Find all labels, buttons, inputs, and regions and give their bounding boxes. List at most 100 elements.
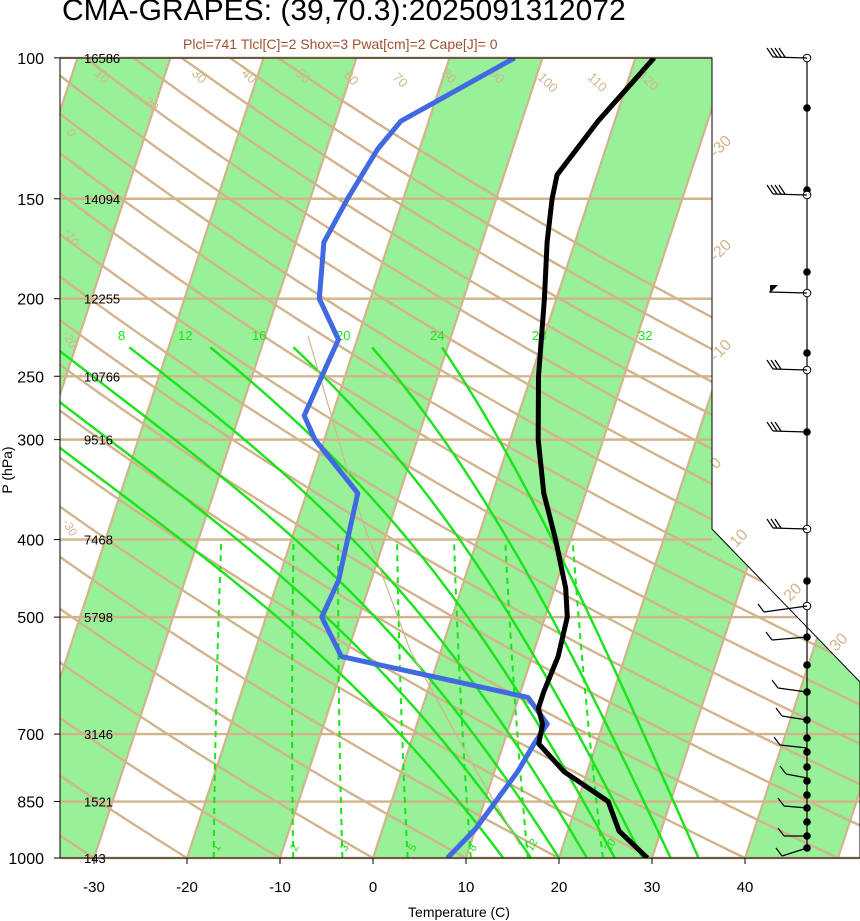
isotherm-line: [180, 58, 509, 858]
profiles: [301, 58, 656, 858]
pressure-tick-label: 250: [17, 369, 44, 386]
pressure-tick-label: 300: [17, 433, 44, 450]
moist-adiabat: [292, 346, 644, 858]
isotherm-label: 10: [727, 526, 752, 551]
dry-adiabat: [60, 58, 860, 858]
height-label: 14094: [84, 192, 120, 207]
temperature-tick-label: -30: [83, 879, 105, 896]
temperature-tick-label: -20: [176, 879, 198, 896]
mixing-ratio-label: 3: [338, 842, 351, 853]
dry-adiabat: [60, 58, 860, 858]
pressure-tick-label: 500: [17, 610, 44, 627]
mixing-ratio-label: 12: [524, 837, 541, 854]
dry-adiabat: [60, 58, 310, 858]
height-label: 10766: [84, 369, 120, 384]
x-axis-label: Temperature (C): [408, 904, 510, 920]
chart-title: CMA-GRAPES: (39,70.3):2025091312072: [62, 0, 626, 27]
dry-adiabat: [60, 58, 860, 858]
wind-barb-flag: [766, 421, 774, 432]
wind-barb: [768, 291, 808, 294]
wind-barb-flag: [775, 707, 783, 717]
chart-subtitle: Plcl=741 Tlcl[C]=2 Shox=3 Pwat[cm]=2 Cap…: [183, 36, 498, 52]
isotherm-line: [60, 58, 323, 858]
isotherm-line: [87, 58, 416, 858]
dry-adiabat: [60, 58, 860, 858]
wind-barb: [772, 368, 808, 371]
height-label: 1521: [84, 795, 113, 810]
wind-level-dot: [803, 661, 811, 669]
wind-barb: [781, 715, 808, 721]
dry-adiabat-label: 100: [535, 70, 561, 96]
height-label: 12255: [84, 292, 120, 307]
moist-adiabat: [128, 346, 588, 858]
height-label: 9516: [84, 433, 113, 448]
wind-barb-flag: [766, 359, 774, 370]
wind-barb: [781, 847, 808, 857]
isotherm-band: [739, 58, 860, 858]
wind-level-dot: [803, 104, 811, 112]
wind-barb-flag: [766, 47, 774, 58]
isotherm-label: -30: [707, 132, 735, 160]
wind-barb-flag: [765, 631, 773, 641]
wind-pennant: [770, 285, 778, 293]
wind-barb-flag: [774, 518, 782, 529]
wind-barb-flag: [774, 184, 782, 195]
mixing-ratio-label: 8: [466, 842, 479, 853]
wind-barb-flag: [771, 679, 779, 689]
dry-adiabat: [60, 58, 860, 858]
pressure-tick-label: 200: [17, 292, 44, 309]
pressure-tick-label: 400: [17, 533, 44, 550]
wind-barb: [777, 687, 808, 693]
height-label: 5798: [84, 610, 113, 625]
wind-barb: [785, 773, 808, 779]
isotherm-line: [60, 58, 230, 858]
dry-adiabat: [60, 58, 216, 858]
temperature-tick-label: 0: [369, 879, 377, 896]
dry-adiabat: [60, 58, 498, 858]
moist-adiabat: [441, 346, 700, 858]
mixing-ratio-label: 5: [406, 842, 419, 853]
wind-barb-flag: [777, 827, 785, 837]
temperature-tick-label: 40: [737, 879, 754, 896]
pressure-tick-label: 850: [17, 795, 44, 812]
wind-level-dot: [803, 268, 811, 276]
dry-adiabat-label: 70: [390, 70, 411, 91]
wind-barb-flag: [774, 359, 782, 370]
wind-barb-flag: [770, 47, 778, 58]
moist-adiabat-label: 24: [430, 328, 444, 343]
isotherm-label: -20: [707, 236, 735, 264]
temperature-tick-label: 10: [458, 879, 475, 896]
wind-barb-flag: [774, 47, 782, 58]
wind-barb-flag: [778, 184, 786, 195]
temperature-profile: [535, 58, 656, 858]
wind-barb: [772, 56, 808, 59]
temperature-tick-label: -10: [269, 879, 291, 896]
wind-level-dot: [803, 577, 811, 585]
pressure-tick-label: 150: [17, 192, 44, 209]
wind-barb-flag: [770, 359, 778, 370]
dry-adiabat: [60, 58, 860, 858]
moist-adiabat-label: 12: [178, 328, 192, 343]
height-label: 3146: [84, 727, 113, 742]
isotherm-line: [459, 58, 788, 858]
parcel-trace: [307, 335, 521, 846]
wind-level-dot: [803, 818, 811, 826]
moist-adiabat-label: 32: [638, 328, 652, 343]
dry-adiabat: [60, 58, 593, 858]
wind-level-dot: [803, 777, 811, 785]
mixing-ratio-line: [212, 539, 223, 858]
moist-adiabat-label: 8: [118, 328, 125, 343]
dewpoint-profile: [301, 58, 550, 858]
wind-barb-flag: [778, 47, 786, 58]
mixing-ratio-line: [396, 539, 409, 858]
wind-barb-flag: [779, 765, 787, 775]
height-label: 7468: [84, 533, 113, 548]
isotherm-label: 20: [781, 580, 806, 605]
moist-adiabat: [60, 346, 505, 858]
wind-barb-flag: [777, 797, 785, 807]
pressure-tick-label: 100: [17, 51, 44, 68]
dry-adiabat: [60, 58, 860, 858]
moist-adiabat: [60, 346, 561, 858]
pressure-tick-label: 700: [17, 727, 44, 744]
